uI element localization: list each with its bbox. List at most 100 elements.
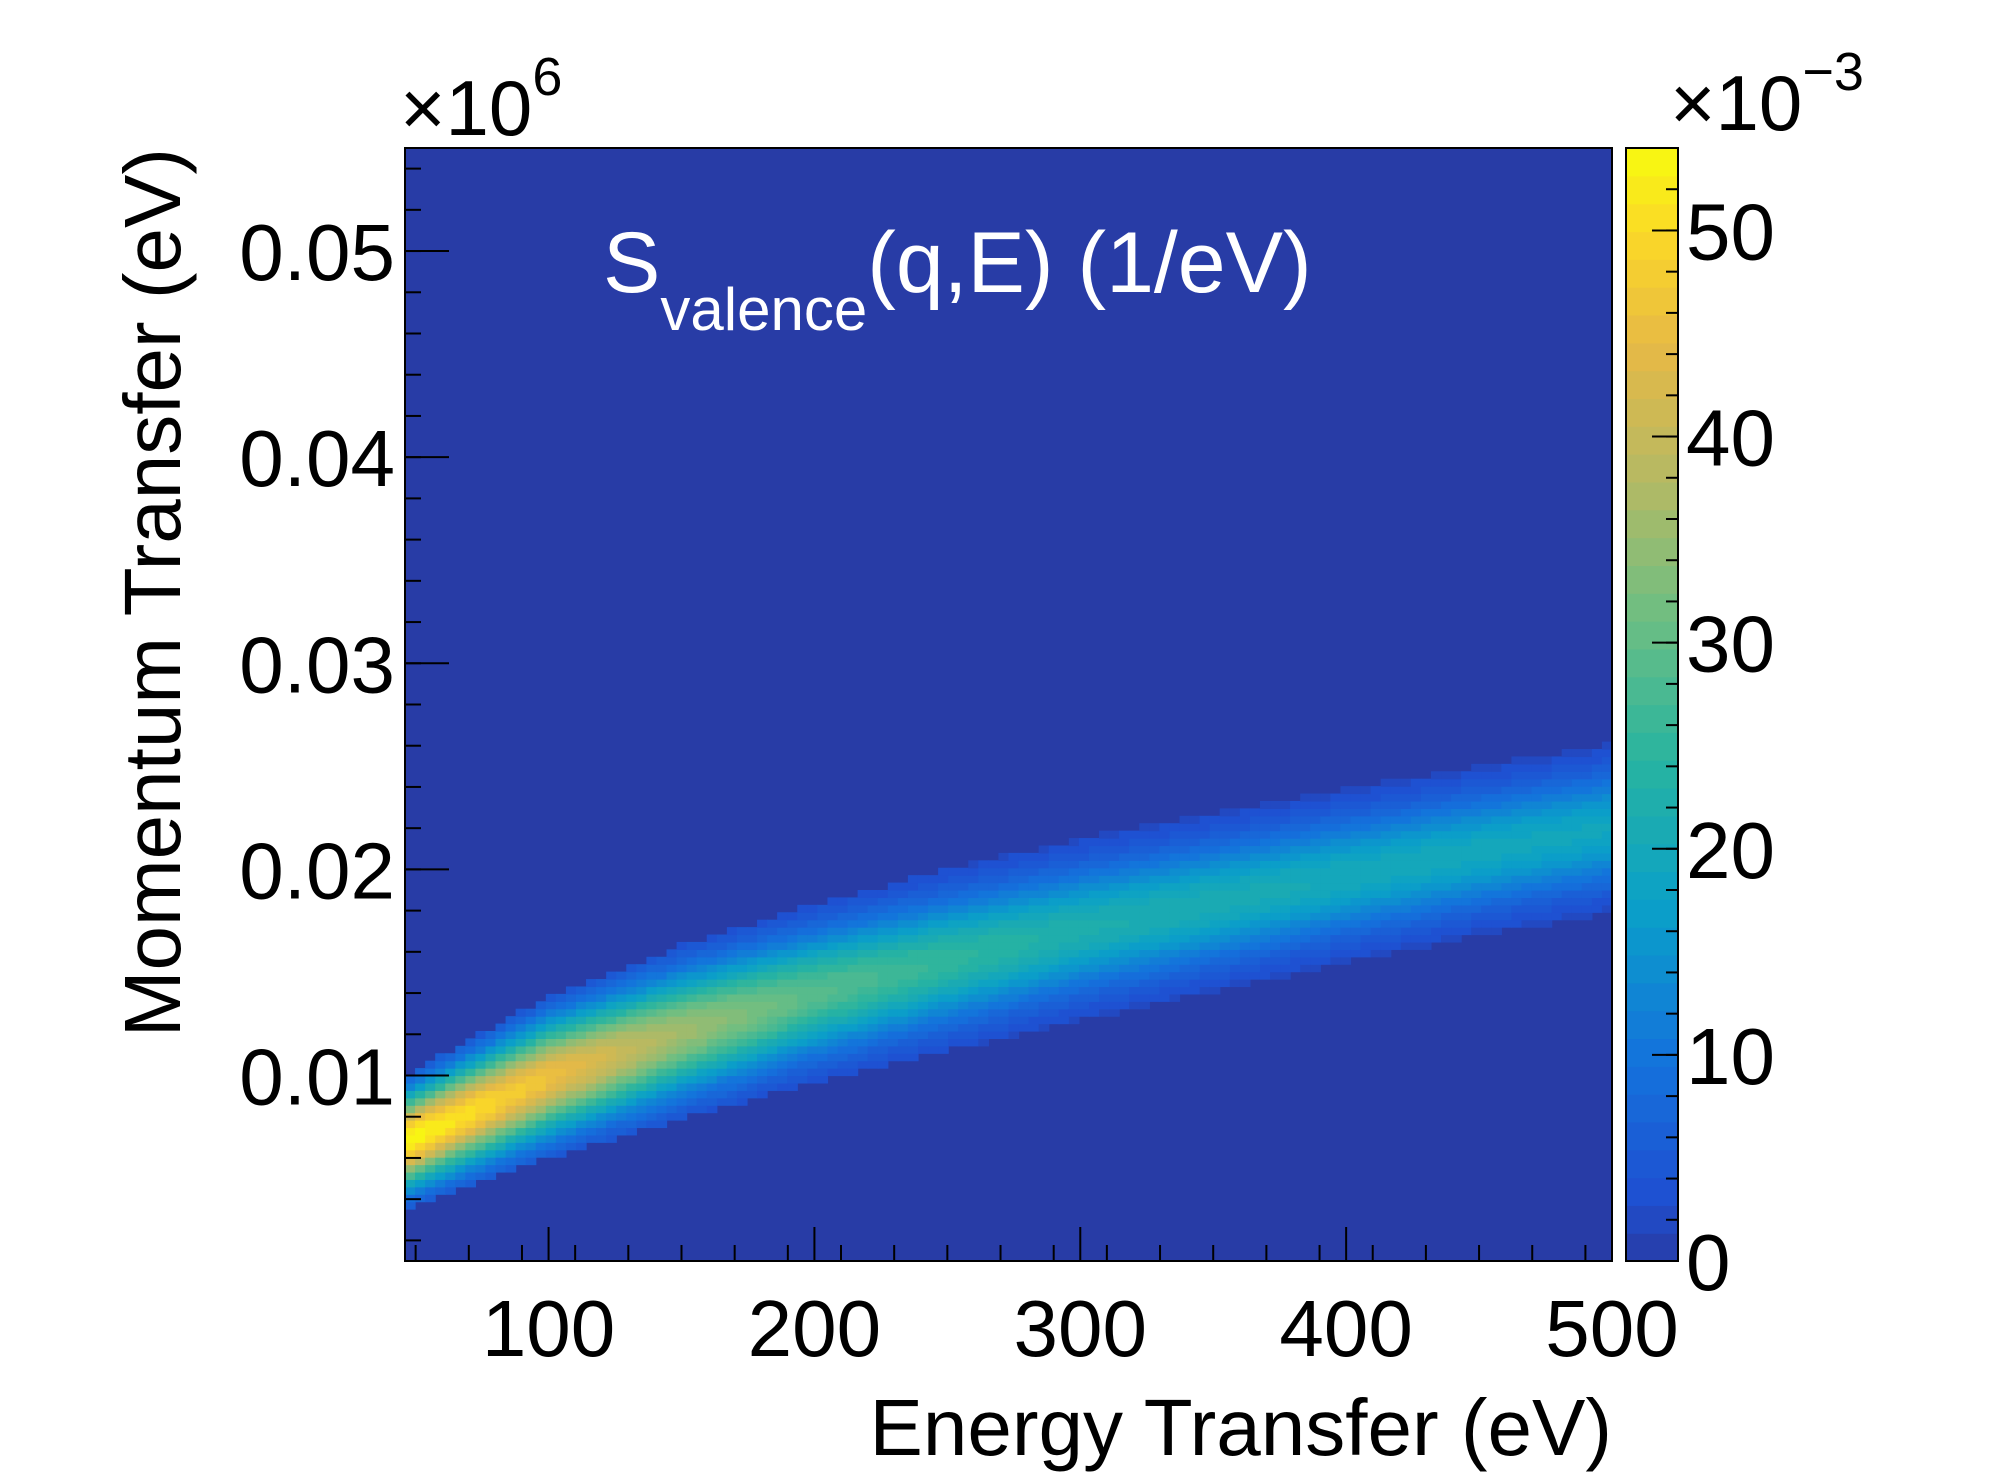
- heatmap-cell: [1410, 830, 1422, 839]
- heatmap-cell: [475, 1045, 487, 1054]
- colorbar-multiplier: ×10−3: [1670, 42, 1864, 147]
- heatmap-cell: [837, 897, 849, 906]
- heatmap-cell: [1259, 852, 1271, 861]
- heatmap-cell: [1209, 949, 1221, 958]
- heatmap-cell: [1209, 838, 1221, 847]
- heatmap-cell: [515, 1016, 527, 1025]
- heatmap-cell: [917, 1030, 929, 1039]
- heatmap-cell: [445, 1105, 456, 1114]
- heatmap-cell: [837, 1008, 849, 1017]
- heatmap-cell: [465, 1127, 477, 1136]
- heatmap-cell: [1410, 823, 1422, 832]
- heatmap-cell: [1038, 860, 1050, 869]
- heatmap-cell: [1078, 941, 1090, 950]
- heatmap-cell: [1581, 897, 1593, 906]
- heatmap-cell: [1430, 897, 1442, 906]
- heatmap-cell: [867, 927, 879, 936]
- heatmap-cell: [988, 904, 1000, 913]
- heatmap-cell: [1159, 838, 1171, 847]
- heatmap-cell: [535, 1001, 547, 1010]
- heatmap-cell: [646, 993, 658, 1002]
- heatmap-cell: [1581, 890, 1593, 899]
- heatmap-cell: [1390, 934, 1402, 943]
- heatmap-cell: [515, 1008, 527, 1017]
- heatmap-cell: [515, 1112, 527, 1121]
- heatmap-cell: [535, 1023, 547, 1032]
- heatmap-cell: [1370, 830, 1382, 839]
- heatmap-cell: [646, 979, 658, 988]
- heatmap-cell: [877, 941, 889, 950]
- heatmap-cell: [1249, 949, 1261, 958]
- heatmap-cell: [706, 1023, 718, 1032]
- heatmap-cell: [837, 949, 849, 958]
- heatmap-cell: [676, 1023, 688, 1032]
- heatmap-cell: [1601, 882, 1613, 891]
- heatmap-cell: [757, 934, 768, 943]
- heatmap-cell: [827, 956, 839, 965]
- heatmap-cell: [505, 1030, 517, 1039]
- heatmap-cell: [1310, 793, 1321, 802]
- heatmap-cell: [757, 1030, 768, 1039]
- heatmap-cell: [1430, 800, 1442, 809]
- heatmap-cell: [867, 890, 879, 899]
- heatmap-cell: [575, 1142, 587, 1151]
- heatmap-cell: [817, 956, 829, 965]
- heatmap-cell: [1139, 927, 1150, 936]
- heatmap-cell: [1088, 890, 1100, 899]
- heatmap-cell: [565, 1023, 577, 1032]
- heatmap-cell: [1189, 979, 1201, 988]
- heatmap-cell: [1139, 845, 1150, 854]
- heatmap-cell: [656, 1060, 668, 1069]
- heatmap-cell: [686, 949, 698, 958]
- heatmap-cell: [928, 904, 939, 913]
- heatmap-cell: [1330, 875, 1342, 884]
- heatmap-cell: [435, 1127, 446, 1136]
- heatmap-cell: [485, 1060, 497, 1069]
- heatmap-cell: [1048, 941, 1060, 950]
- heatmap-cell: [475, 1060, 487, 1069]
- heatmap-cell: [1451, 867, 1462, 876]
- heatmap-cell: [1320, 882, 1331, 891]
- heatmap-cell: [1229, 971, 1241, 980]
- heatmap-cell: [565, 1060, 577, 1069]
- heatmap-cell: [1189, 971, 1201, 980]
- heatmap-cell: [1521, 786, 1533, 795]
- heatmap-cell: [1481, 815, 1492, 824]
- heatmap-cell: [535, 1075, 547, 1084]
- heatmap-cell: [1229, 927, 1241, 936]
- heatmap-cell: [405, 1171, 416, 1180]
- heatmap-cell: [1561, 897, 1573, 906]
- heatmap-cell: [1410, 778, 1422, 787]
- heatmap-cell: [606, 1090, 617, 1099]
- heatmap-cell: [877, 1023, 889, 1032]
- heatmap-cell: [837, 941, 849, 950]
- heatmap-cell: [1471, 800, 1482, 809]
- heatmap-cell: [1088, 852, 1100, 861]
- heatmap-cell: [1209, 815, 1221, 824]
- heatmap-cell: [1280, 800, 1291, 809]
- heatmap-cell: [767, 949, 778, 958]
- heatmap-cell: [1239, 912, 1251, 921]
- heatmap-cell: [1048, 919, 1060, 928]
- heatmap-cell: [606, 1134, 617, 1143]
- heatmap-cell: [1390, 919, 1402, 928]
- heatmap-cell: [978, 979, 989, 988]
- heatmap-cell: [1390, 927, 1402, 936]
- heatmap-cell: [1370, 838, 1382, 847]
- heatmap-cell: [736, 979, 748, 988]
- heatmap-cell: [867, 1060, 879, 1069]
- heatmap-cell: [1571, 815, 1583, 824]
- heatmap-cell: [958, 1030, 969, 1039]
- heatmap-cell: [1441, 830, 1452, 839]
- heatmap-cell: [1149, 845, 1160, 854]
- heatmap-cell: [1068, 941, 1080, 950]
- heatmap-cell: [686, 1030, 698, 1039]
- heatmap-cell: [726, 949, 738, 958]
- heatmap-cell: [1229, 904, 1241, 913]
- heatmap-cell: [666, 979, 678, 988]
- heatmap-cell: [485, 1068, 497, 1077]
- heatmap-cell: [1249, 890, 1261, 899]
- heatmap-cell: [1571, 756, 1583, 765]
- heatmap-cell: [1390, 793, 1402, 802]
- heatmap-cell: [505, 1053, 517, 1062]
